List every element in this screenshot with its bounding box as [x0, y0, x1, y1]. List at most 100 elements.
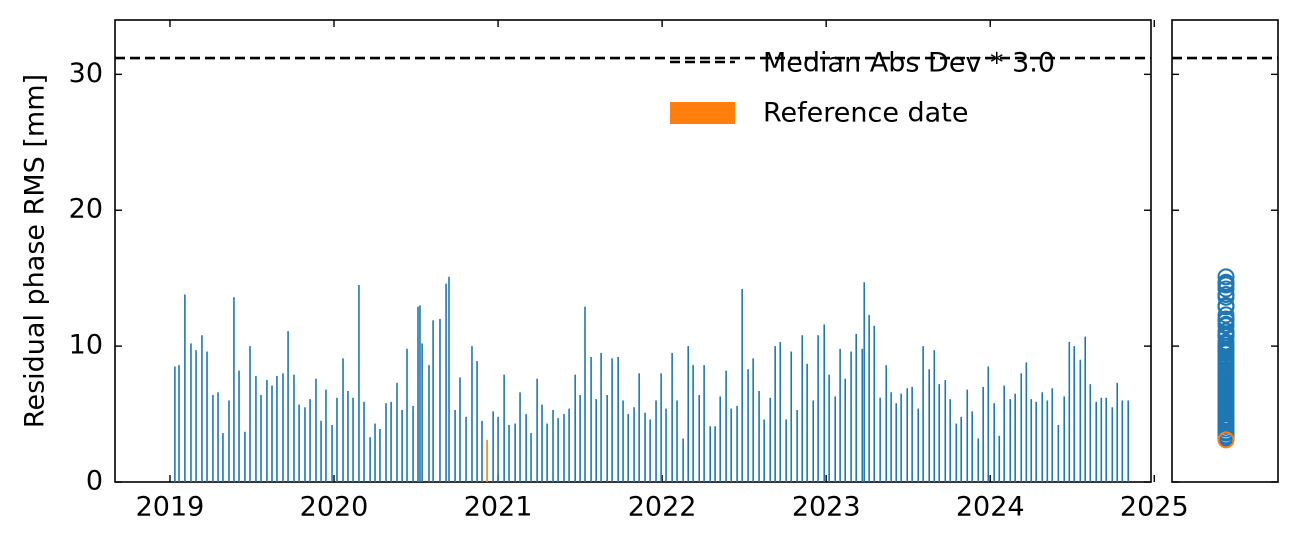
bar [687, 346, 690, 482]
bar [955, 423, 958, 482]
legend-swatch [670, 102, 735, 124]
bar [1116, 382, 1119, 482]
bar [525, 414, 527, 482]
bar [465, 416, 467, 482]
side-point [1217, 306, 1235, 324]
bar [1084, 336, 1087, 482]
bar [448, 276, 450, 482]
bar [217, 392, 219, 482]
bar [1068, 342, 1071, 482]
side-point [1217, 341, 1235, 359]
bar [419, 305, 421, 482]
x-tick-label: 2021 [464, 492, 533, 523]
x-tick-label: 2022 [628, 492, 697, 523]
bar [861, 348, 864, 482]
bar [671, 352, 673, 482]
legend-label: Reference date [763, 98, 968, 129]
bar [336, 397, 338, 482]
bar [971, 411, 973, 482]
bar [763, 419, 765, 482]
bar [255, 376, 257, 482]
bar [885, 365, 888, 482]
bar [352, 397, 354, 482]
bar [530, 433, 532, 482]
bar [682, 438, 684, 482]
y-axis-label: Residual phase RMS [mm] [20, 74, 51, 428]
bar [374, 423, 376, 482]
bar [320, 420, 322, 482]
bar [178, 365, 180, 482]
bar [379, 429, 381, 482]
side-point [1217, 398, 1235, 416]
side-point [1217, 374, 1235, 392]
side-point [1217, 328, 1235, 346]
bar [879, 397, 881, 482]
bar [293, 374, 295, 482]
bar [1051, 388, 1054, 482]
bar [801, 335, 804, 482]
legend-label: Median Abs Dev * 3.0 [763, 48, 1055, 79]
side-point [1217, 317, 1235, 335]
bar [342, 358, 344, 482]
bar [428, 365, 430, 482]
bar [497, 416, 499, 482]
bar [401, 409, 403, 482]
bar [660, 373, 662, 482]
bar [1020, 373, 1023, 482]
bar [260, 395, 262, 482]
bar [454, 409, 456, 482]
bar [358, 284, 360, 482]
y-tick-label: 0 [86, 466, 103, 497]
bar [1025, 362, 1028, 482]
bar [595, 399, 597, 482]
bar [1111, 407, 1114, 482]
bar [785, 419, 787, 482]
x-tick-label: 2024 [956, 492, 1025, 523]
bar [325, 389, 327, 482]
bar [1105, 397, 1108, 482]
bar [249, 346, 251, 482]
bar [600, 352, 602, 482]
bar [665, 408, 667, 482]
bar [228, 400, 230, 482]
bar [725, 370, 727, 482]
bar [966, 389, 969, 482]
bar [174, 366, 176, 482]
bar [412, 405, 414, 482]
bar [611, 358, 613, 482]
side-axes-frame [1171, 19, 1279, 483]
bar [579, 395, 581, 482]
bar [917, 408, 920, 482]
bar [417, 306, 419, 482]
bar [977, 438, 980, 482]
bar [309, 399, 311, 482]
bar [184, 294, 186, 482]
bar [655, 400, 657, 482]
y-tick-label: 10 [69, 330, 103, 361]
y-tick-label: 30 [69, 58, 103, 89]
bar [546, 423, 548, 482]
bar [574, 374, 576, 482]
bar [895, 403, 898, 482]
bar [839, 348, 841, 482]
bar [960, 416, 962, 482]
side-point [1217, 333, 1235, 351]
bar [922, 346, 924, 482]
bar [385, 403, 387, 482]
bar [741, 289, 743, 482]
bar [1003, 385, 1005, 482]
side-point [1217, 379, 1235, 397]
bar [769, 397, 772, 482]
bar [190, 343, 192, 482]
bar [911, 386, 913, 482]
bar [779, 342, 782, 482]
side-point [1217, 427, 1235, 445]
bar [606, 395, 608, 482]
bar [730, 408, 732, 482]
bar [1063, 396, 1066, 482]
bar [758, 390, 760, 482]
bar [823, 324, 826, 482]
bar [266, 380, 268, 482]
bar [514, 423, 516, 482]
bar [703, 365, 705, 482]
